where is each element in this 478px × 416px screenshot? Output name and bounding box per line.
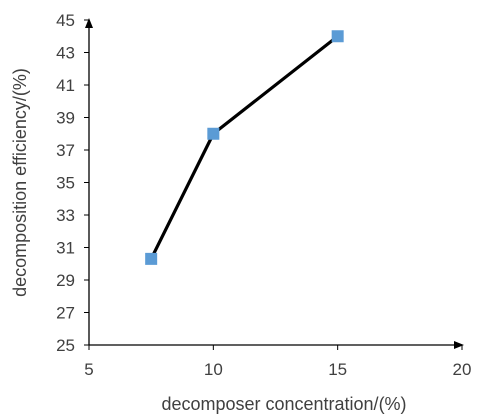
x-tick-label: 20	[453, 360, 472, 379]
y-tick-label: 43	[56, 44, 75, 63]
data-point-marker	[145, 252, 158, 265]
y-tick-label: 33	[56, 206, 75, 225]
y-tick-label: 27	[56, 304, 75, 323]
y-tick-label: 45	[56, 11, 75, 30]
y-tick-label: 39	[56, 109, 75, 128]
y-tick-label: 41	[56, 76, 75, 95]
y-tick-label: 25	[56, 336, 75, 355]
x-tick-label: 15	[328, 360, 347, 379]
data-point-marker	[207, 127, 220, 140]
tick-labels: 25 27 29 31 33 35 37 39 41 43 45 5 10 15 20	[56, 11, 471, 379]
x-axis-title: decomposer concentration/(%)	[161, 394, 406, 414]
data-point-marker	[331, 30, 344, 43]
y-tick-label: 37	[56, 141, 75, 160]
y-axis-title: decomposition efficiency/(%)	[10, 68, 30, 297]
x-axis-arrow	[454, 341, 464, 349]
y-tick-label: 35	[56, 174, 75, 193]
data-series	[145, 30, 344, 265]
x-tick-label: 10	[204, 360, 223, 379]
series-line	[149, 34, 340, 261]
x-tick-label: 5	[84, 360, 93, 379]
y-tick-label: 31	[56, 239, 75, 258]
y-tick-label: 29	[56, 271, 75, 290]
axes	[84, 18, 464, 350]
y-axis-arrow	[85, 18, 93, 28]
